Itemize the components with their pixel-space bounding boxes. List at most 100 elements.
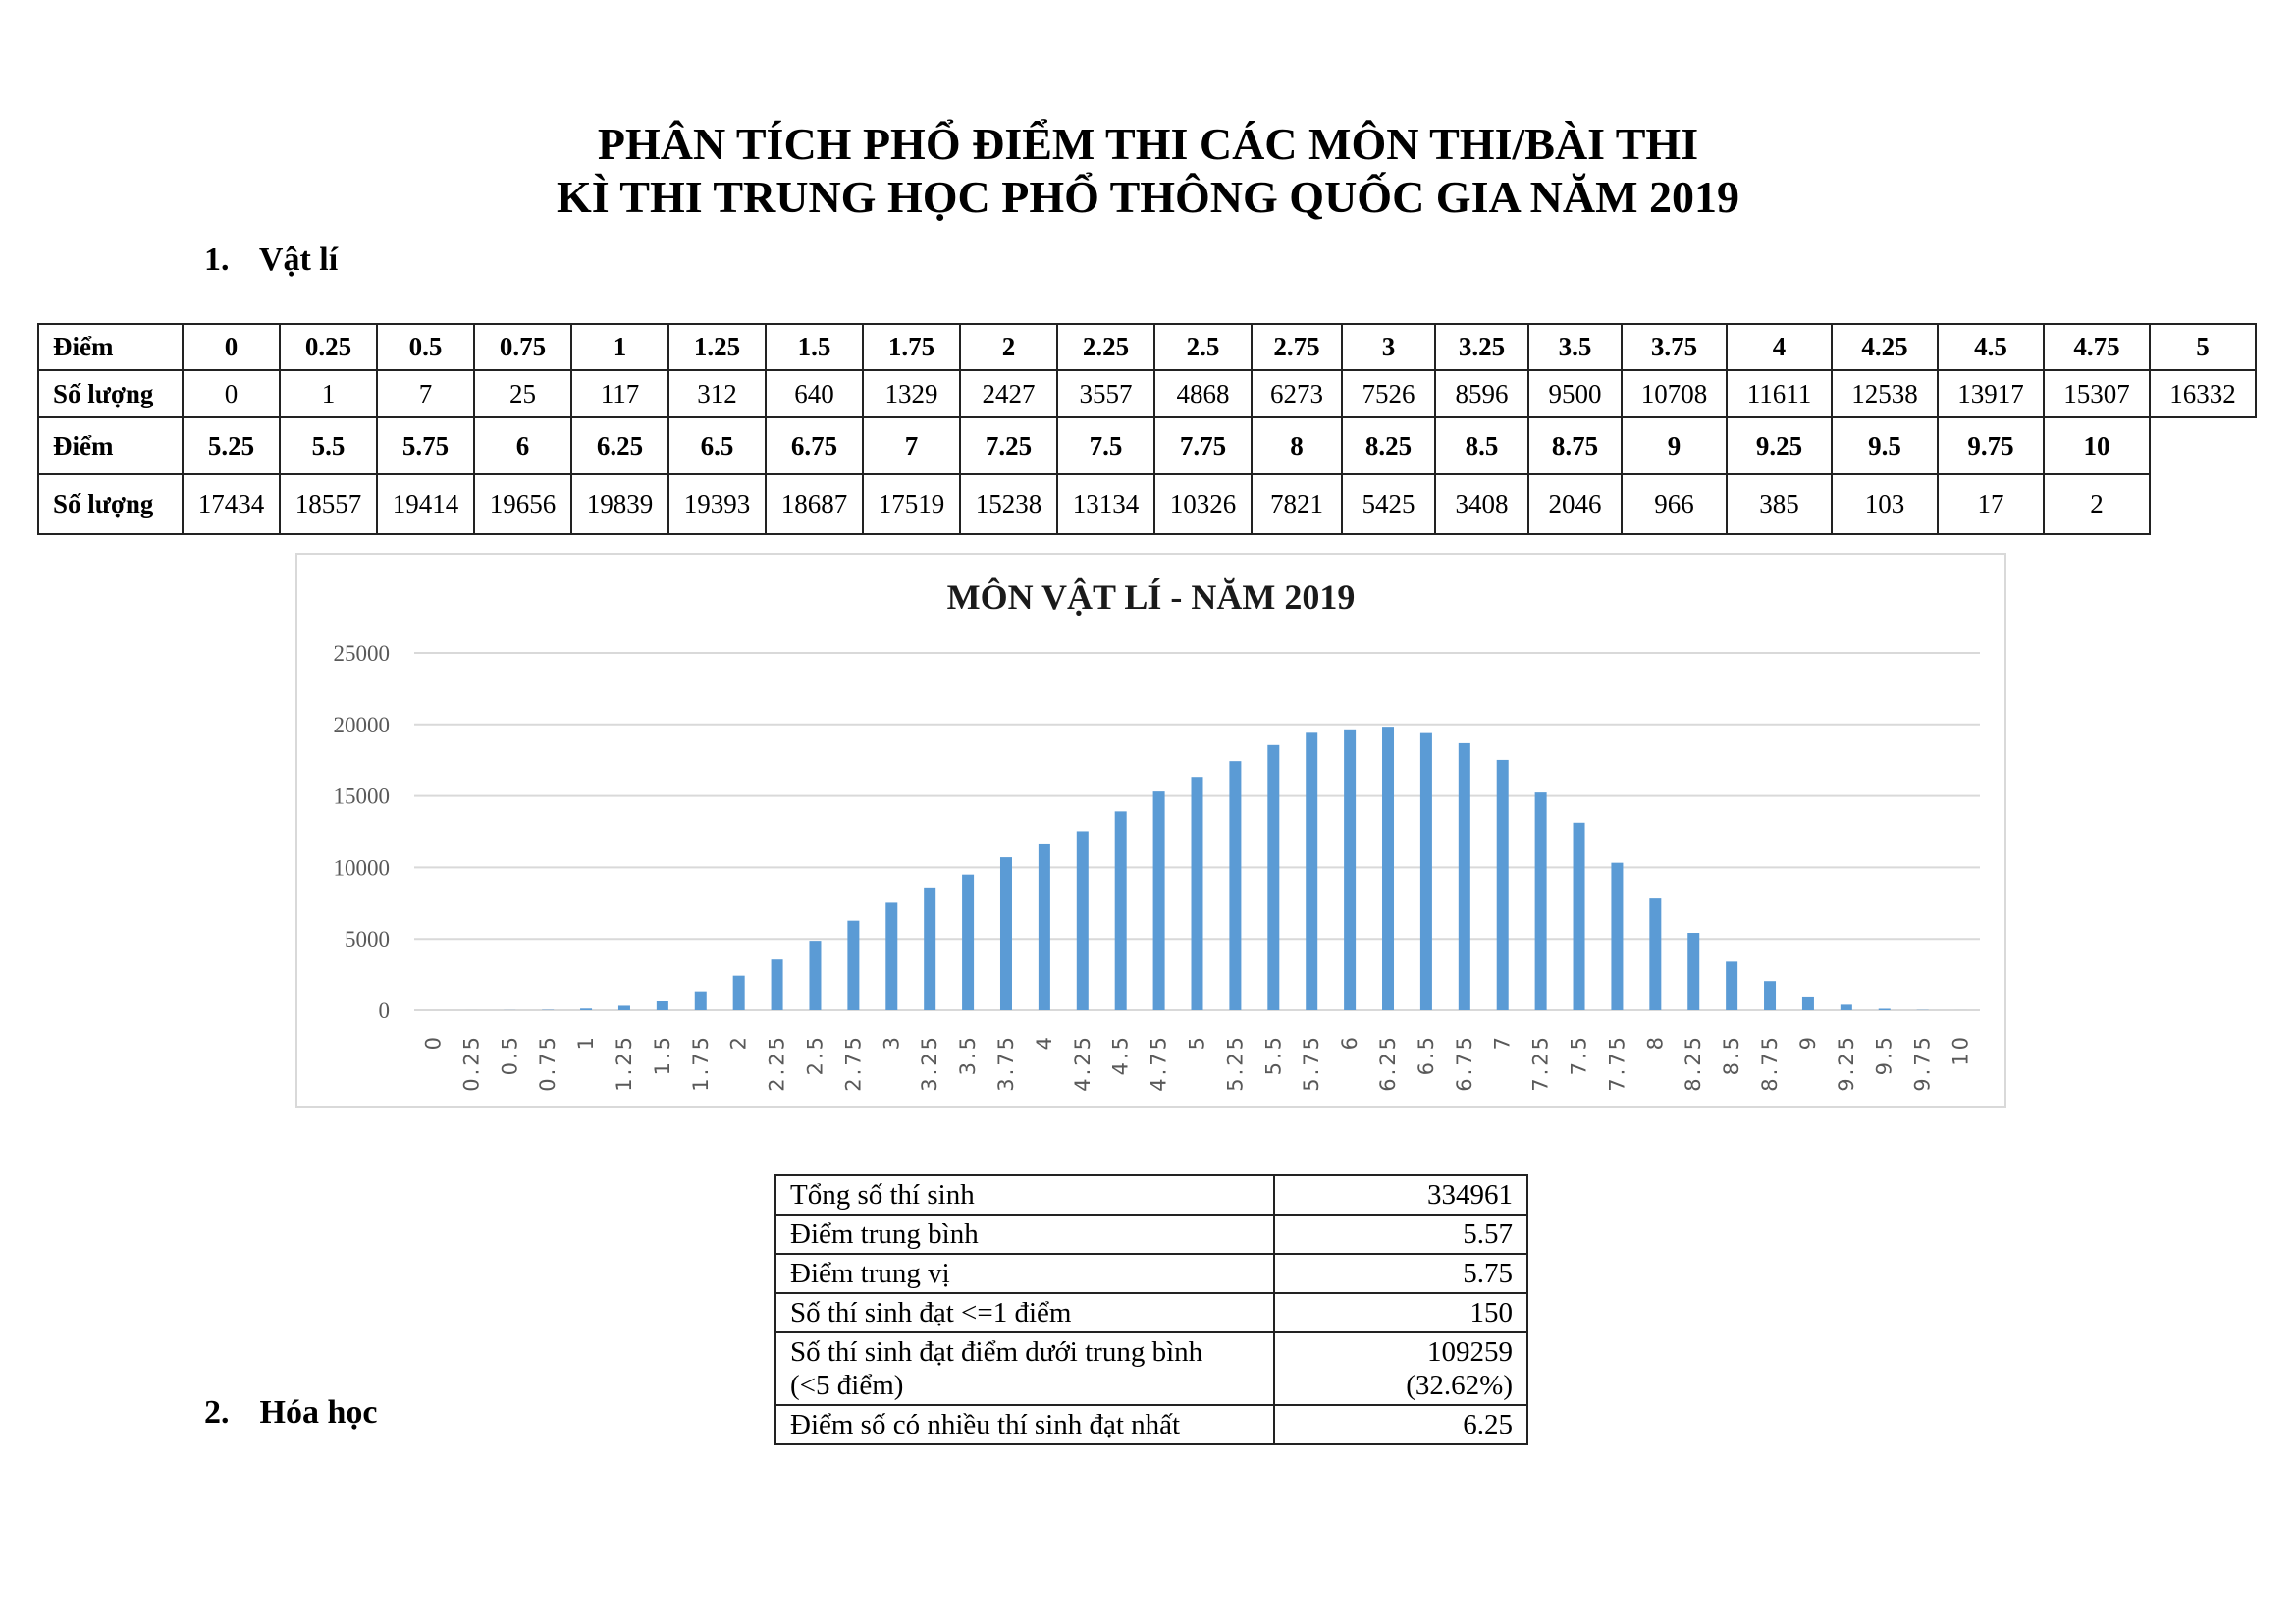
bar [1191,777,1203,1010]
page-title-line-1: PHÂN TÍCH PHỔ ĐIỂM THI CÁC MÔN THI/BÀI T… [597,119,1699,169]
bar [1726,961,1738,1010]
chart-physics-2019: MÔN VẬT LÍ - NĂM 2019 0 5000 10000 15000 200… [295,553,2006,1108]
x-tick-label: 7.25 [1529,1034,1553,1092]
count-row-block2: Số lượng 17434 18557 19414 19656 19839 19393 1… [37,473,2256,535]
x-tick-label: 9 [1796,1034,1820,1050]
x-tick-label: 6 [1338,1034,1362,1050]
section-number: 1. [204,242,230,278]
count-cell: 11611 [1726,369,1833,418]
section-heading-chemistry: 2. Hóa học [204,1394,377,1432]
bar [1878,1008,1891,1010]
score-cell: 2.5 [1153,323,1253,371]
score-cell: 8.75 [1527,416,1623,475]
count-cell: 5425 [1341,473,1436,535]
score-cell: 4.25 [1831,323,1939,371]
bar [1267,744,1280,1010]
count-cell: 7526 [1341,369,1436,418]
score-cell: 3.25 [1434,323,1529,371]
score-row-block1: Điểm 0 0.25 0.5 0.75 1 1.25 1.5 1.75 2 2.25 2.5 2.7… [37,323,2257,371]
score-cell: 5.25 [182,416,281,475]
bar [1344,729,1357,1010]
x-tick-label: 4.5 [1109,1034,1133,1075]
summary-label: Số thí sinh đạt <=1 điểm [774,1292,1275,1333]
score-cell: 1 [570,323,669,371]
score-row-block2: Điểm 5.25 5.5 5.75 6 6.25 6.5 6.75 7 7.25 7.5 7.75… [37,416,2256,475]
section-heading-physics: 1. Vật lí [204,242,338,279]
count-cell: 13917 [1937,369,2045,418]
count-cell: 17 [1937,473,2045,535]
count-cell: 16332 [2149,369,2257,418]
x-tick-label: 1.75 [689,1034,713,1092]
x-tick-label: 8.25 [1682,1034,1705,1092]
score-cell: 4.5 [1937,323,2045,371]
score-cell: 7 [862,416,961,475]
x-tick-label: 4 [1033,1034,1056,1050]
score-cell: 5.75 [376,416,475,475]
bar [617,1005,630,1010]
count-cell: 18557 [279,473,378,535]
bar [656,1001,668,1010]
chart-title: MÔN VẬT LÍ - NĂM 2019 [946,577,1356,617]
score-cell: 8 [1251,416,1343,475]
count-cell: 1 [279,369,378,418]
page-title-line-2: KÌ THI TRUNG HỌC PHỔ THÔNG QUỐC GIA NĂM … [556,172,1740,222]
x-tick-label: 9.5 [1873,1034,1896,1075]
summary-value: 5.57 [1273,1214,1528,1255]
score-cell: 6.5 [667,416,767,475]
x-tick-label: 9.25 [1835,1034,1858,1092]
count-row-block1: Số lượng 0 1 7 25 117 312 640 1329 2427 3557 4868 6… [37,369,2257,418]
x-tick-label: 6.25 [1376,1034,1400,1092]
bar [1801,996,1814,1010]
bar [1152,791,1165,1010]
y-tick-label: 25000 [334,641,391,666]
x-tick-label: 1.25 [613,1034,636,1092]
score-distribution-table: Điểm 0 0.25 0.5 0.75 1 1.25 1.5 1.75 2 2.25 2.5 2.7… [37,323,2257,535]
count-cell: 3557 [1056,369,1155,418]
summary-value-line2: (32.62%) [1406,1370,1513,1401]
x-tick-label: 0.5 [498,1034,521,1075]
count-cell: 15238 [959,473,1058,535]
y-tick-label: 0 [379,999,391,1023]
y-tick-label: 5000 [345,927,390,951]
bar [732,975,745,1010]
bar-chart-plot: 0 5000 10000 15000 20000 25000 0 0.25 0.5 0.75 1 1.… [334,641,1980,1092]
score-cell: 4.75 [2043,323,2151,371]
x-tick-label: 1.5 [651,1034,674,1075]
score-cell: 7.5 [1056,416,1155,475]
x-tick-label: 4.75 [1148,1034,1171,1092]
count-cell: 25 [473,369,572,418]
count-cell: 966 [1621,473,1728,535]
summary-value: 109259 (32.62%) [1273,1331,1528,1406]
summary-label-line1: Số thí sinh đạt điểm dưới trung bình [790,1336,1203,1368]
score-cell: 1.75 [862,323,961,371]
count-cell: 7 [376,369,475,418]
score-cell: 9.5 [1831,416,1939,475]
x-tick-label: 0 [421,1034,445,1050]
summary-row-mean: Điểm trung bình 5.57 [774,1214,1528,1255]
row-label-score: Điểm [37,416,184,475]
bar [1573,822,1585,1010]
bar [1306,732,1318,1010]
section-name: Hóa học [259,1394,378,1431]
score-cell: 0.25 [279,323,378,371]
x-tick-label: 8.5 [1720,1034,1743,1075]
summary-row-below-average: Số thí sinh đạt điểm dưới trung bình (<5… [774,1331,1528,1406]
section-name: Vật lí [258,242,339,278]
empty-cell [2149,417,2256,474]
bar [1114,811,1127,1010]
x-tick-label: 3.75 [994,1034,1018,1092]
score-cell: 9.25 [1726,416,1833,475]
count-cell: 19393 [667,473,767,535]
score-cell: 1.5 [765,323,864,371]
y-tick-label: 15000 [334,784,391,809]
empty-cell [2149,474,2256,534]
count-cell: 640 [765,369,864,418]
count-cell: 7821 [1251,473,1343,535]
x-tick-label: 3.25 [918,1034,941,1092]
count-cell: 13134 [1056,473,1155,535]
score-cell: 8.25 [1341,416,1436,475]
bar [1687,933,1700,1010]
summary-row-median: Điểm trung vị 5.75 [774,1253,1528,1294]
summary-row-mode: Điểm số có nhiều thí sinh đạt nhất 6.25 [774,1404,1528,1445]
x-tick-label: 2.5 [803,1034,827,1075]
